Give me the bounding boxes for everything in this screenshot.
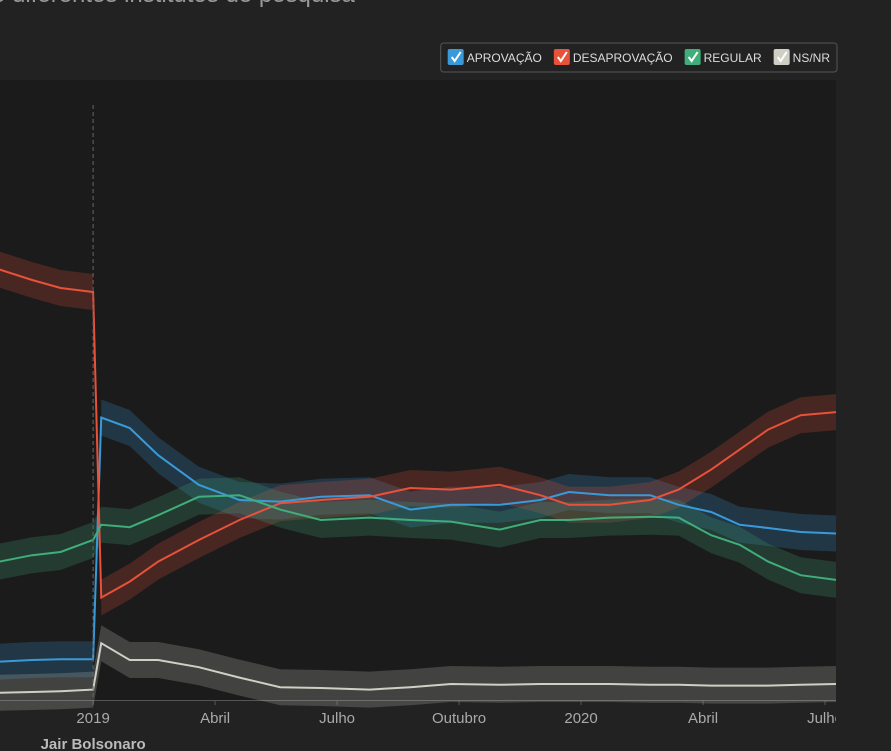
legend-check xyxy=(687,51,699,63)
legend-item[interactable]: APROVAÇÃO xyxy=(447,49,542,65)
series-line xyxy=(0,641,836,694)
legend-item[interactable]: NS/NR xyxy=(773,49,831,65)
legend: APROVAÇÃO DESAPROVAÇÃO REGULAR NS/NR xyxy=(440,42,838,73)
legend-box xyxy=(440,42,838,73)
legend-label: NS/NR xyxy=(793,51,831,65)
x-tick-label: Abril xyxy=(688,710,718,727)
series-line xyxy=(0,268,836,600)
legend-checkbox xyxy=(447,49,464,65)
x-tick-label: Julho xyxy=(807,710,843,727)
legend-check xyxy=(557,51,568,63)
x-tick-label: Outubro xyxy=(432,710,486,727)
x-tick-label: 2019 xyxy=(76,710,109,727)
legend-item[interactable]: DESAPROVAÇÃO xyxy=(553,49,673,65)
annotation-label: Jair Bolsonaro xyxy=(41,736,146,751)
confidence-band xyxy=(0,625,836,711)
legend-label: DESAPROVAÇÃO xyxy=(573,51,673,65)
legend-label: APROVAÇÃO xyxy=(467,51,542,65)
confidence-band xyxy=(101,399,836,552)
legend-checkbox xyxy=(684,49,701,65)
legend-checkbox xyxy=(773,49,790,65)
legend-checkbox xyxy=(553,49,570,65)
subtitle: o diferentes institutos de pesquisa xyxy=(0,0,356,8)
series-line xyxy=(0,416,836,663)
confidence-band xyxy=(0,251,94,310)
legend-check xyxy=(776,51,788,63)
plot-area xyxy=(0,80,836,700)
lines xyxy=(0,268,836,694)
x-tick-label: Abril xyxy=(200,710,230,727)
legend-check xyxy=(450,51,462,63)
x-ticks: Outubro2019AbrilJulhoOutubro2020AbrilJul… xyxy=(76,700,843,727)
legend-item[interactable]: REGULAR xyxy=(684,49,762,65)
confidence-band xyxy=(0,477,836,598)
x-tick-label: 2020 xyxy=(564,710,597,727)
legend-label: REGULAR xyxy=(704,51,762,65)
x-tick-label: Julho xyxy=(319,710,355,727)
series-line xyxy=(0,494,836,581)
